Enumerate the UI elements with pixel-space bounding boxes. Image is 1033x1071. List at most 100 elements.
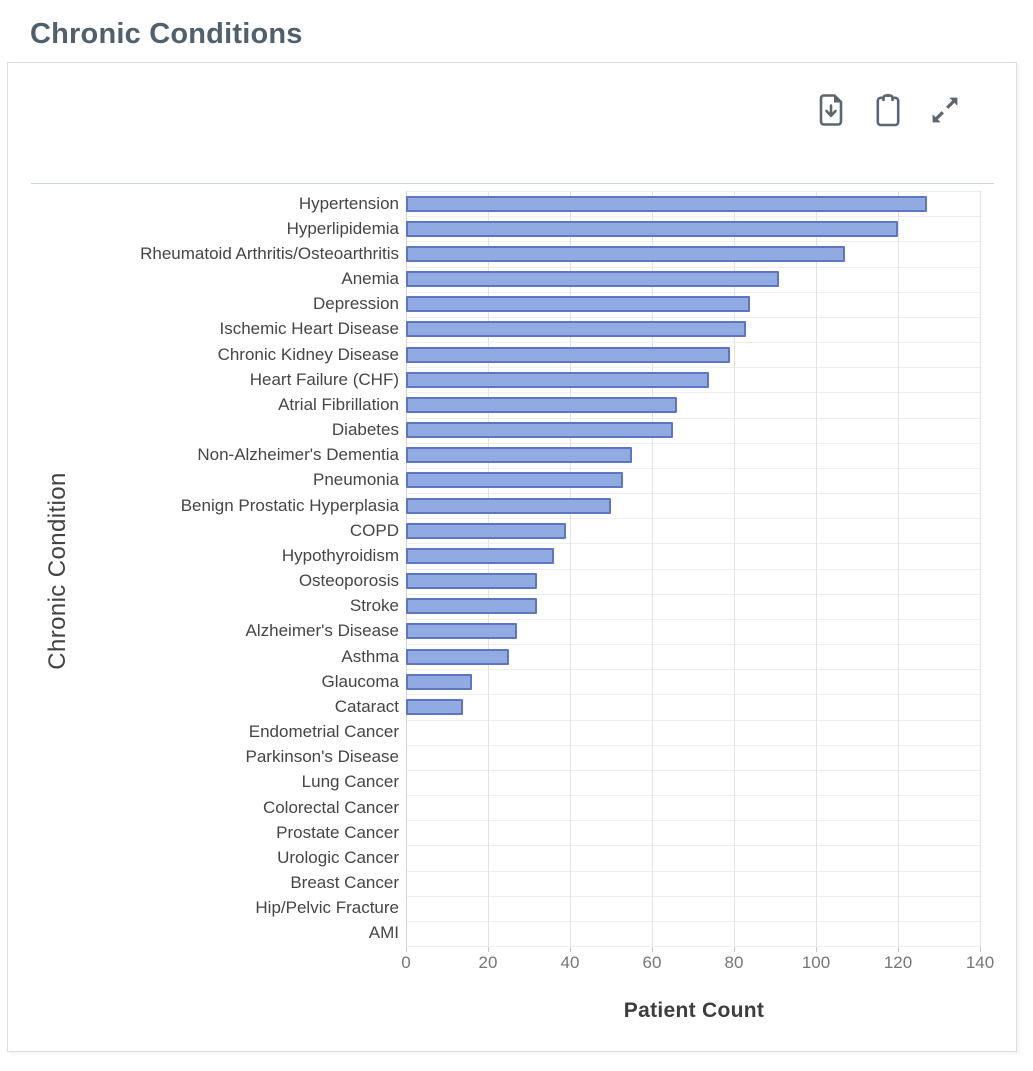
- v-gridline: [488, 191, 489, 946]
- category-label: Hypothyroidism: [281, 545, 399, 565]
- v-gridline: [898, 191, 899, 946]
- h-gridline: [406, 619, 982, 620]
- category-label: Chronic Kidney Disease: [217, 344, 399, 364]
- plot-area: [406, 191, 982, 952]
- bar-chart: Chronic Condition Hypertension Hyperlipid…: [8, 63, 1016, 1051]
- h-gridline: [406, 720, 982, 721]
- category-label: Glaucoma: [321, 671, 399, 691]
- category-label: Depression: [313, 294, 399, 314]
- bar[interactable]: [406, 271, 779, 287]
- v-gridline: [980, 191, 981, 946]
- bar[interactable]: [406, 498, 611, 514]
- bar[interactable]: [406, 221, 898, 237]
- category-label: Hyperlipidemia: [286, 218, 399, 238]
- bar[interactable]: [406, 598, 537, 614]
- bar[interactable]: [406, 623, 517, 639]
- x-tick-mark: [816, 947, 817, 952]
- h-gridline: [406, 896, 982, 897]
- v-gridline: [816, 191, 817, 946]
- category-label: Parkinson's Disease: [245, 747, 399, 767]
- bar[interactable]: [406, 397, 677, 413]
- h-gridline: [406, 367, 982, 368]
- bar[interactable]: [406, 674, 472, 690]
- bar[interactable]: [406, 573, 537, 589]
- h-gridline: [406, 644, 982, 645]
- bar[interactable]: [406, 347, 730, 363]
- bar[interactable]: [406, 523, 566, 539]
- x-tick-mark: [488, 947, 489, 952]
- bar[interactable]: [406, 246, 845, 262]
- h-gridline: [406, 569, 982, 570]
- v-gridline: [570, 191, 571, 946]
- h-gridline: [406, 392, 982, 393]
- category-label: Rheumatoid Arthritis/Osteoarthritis: [140, 243, 399, 263]
- h-gridline: [406, 241, 982, 242]
- x-tick-mark: [652, 947, 653, 952]
- category-label: Diabetes: [331, 420, 399, 440]
- copy-to-clipboard-button[interactable]: [872, 92, 904, 128]
- expand-button[interactable]: [929, 92, 961, 128]
- h-gridline: [406, 267, 982, 268]
- chart-toolbar: [815, 92, 961, 128]
- category-label: Asthma: [341, 646, 399, 666]
- x-tick-mark: [406, 947, 407, 952]
- category-label: Colorectal Cancer: [262, 797, 399, 817]
- category-label: Alzheimer's Disease: [245, 621, 399, 641]
- page-title: Chronic Conditions: [30, 18, 303, 50]
- x-tick-mark: [898, 947, 899, 952]
- bar[interactable]: [406, 422, 673, 438]
- category-label: Endometrial Cancer: [248, 722, 399, 742]
- expand-icon: [932, 97, 958, 123]
- bar[interactable]: [406, 699, 463, 715]
- h-gridline: [406, 418, 982, 419]
- h-gridline: [406, 191, 982, 192]
- category-label: Cataract: [334, 696, 399, 716]
- h-gridline: [406, 795, 982, 796]
- bar[interactable]: [406, 296, 750, 312]
- h-gridline: [406, 468, 982, 469]
- x-tick-mark: [570, 947, 571, 952]
- category-label: Benign Prostatic Hyperplasia: [180, 495, 399, 515]
- v-gridline: [406, 191, 407, 946]
- bar[interactable]: [406, 447, 632, 463]
- category-label: Stroke: [349, 596, 399, 616]
- x-tick-label: 60: [642, 953, 662, 972]
- h-gridline: [406, 342, 982, 343]
- category-axis: Hypertension Hyperlipidemia Rheumatoid Art…: [8, 191, 399, 946]
- x-tick-mark: [980, 947, 981, 952]
- x-tick-label: 40: [560, 953, 580, 972]
- category-label: Atrial Fibrillation: [278, 394, 399, 414]
- h-gridline: [406, 292, 982, 293]
- clipboard-icon: [876, 93, 900, 127]
- category-label: Ischemic Heart Disease: [219, 319, 399, 339]
- bar[interactable]: [406, 649, 509, 665]
- h-gridline: [406, 543, 982, 544]
- category-label: Osteoporosis: [298, 571, 399, 591]
- category-label: Hip/Pelvic Fracture: [255, 898, 399, 918]
- bar[interactable]: [406, 196, 927, 212]
- bar[interactable]: [406, 321, 746, 337]
- h-gridline: [406, 770, 982, 771]
- x-axis-title: Patient Count: [623, 999, 765, 1022]
- h-gridline: [406, 745, 982, 746]
- x-tick-mark: [734, 947, 735, 952]
- download-file-button[interactable]: [815, 92, 847, 128]
- h-gridline: [406, 820, 982, 821]
- h-gridline: [406, 493, 982, 494]
- category-label: Urologic Cancer: [277, 847, 399, 867]
- h-gridline: [406, 871, 982, 872]
- x-tick-label: 100: [801, 953, 831, 972]
- download-file-icon: [819, 94, 843, 126]
- v-gridline: [652, 191, 653, 946]
- category-label: Anemia: [341, 269, 399, 289]
- h-gridline: [406, 594, 982, 595]
- h-gridline: [406, 921, 982, 922]
- x-tick-label: 0: [401, 953, 411, 972]
- bar[interactable]: [406, 472, 623, 488]
- bar[interactable]: [406, 548, 554, 564]
- h-gridline: [406, 518, 982, 519]
- h-gridline: [406, 443, 982, 444]
- category-label: Heart Failure (CHF): [249, 369, 399, 389]
- bar[interactable]: [406, 372, 709, 388]
- category-label: Lung Cancer: [301, 772, 399, 792]
